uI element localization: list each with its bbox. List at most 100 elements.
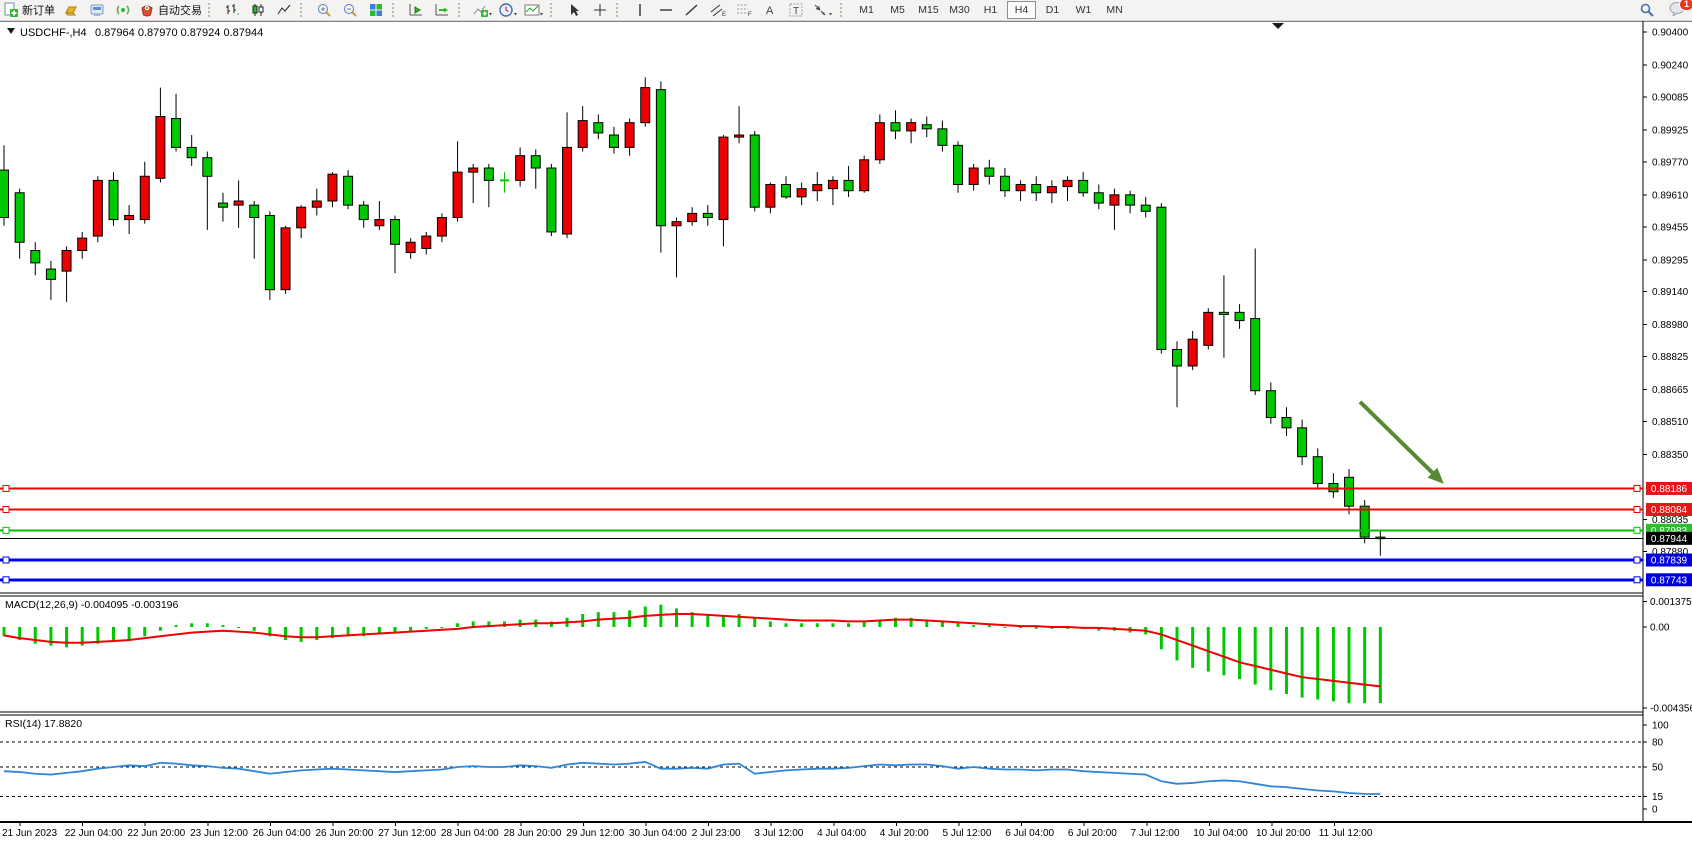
timeframe-m30-button[interactable]: M30	[949, 4, 970, 16]
candle	[1172, 348, 1182, 367]
time-axis-label: 27 Jun 12:00	[378, 828, 436, 839]
macd-tick-label: 0.00	[1650, 623, 1670, 634]
line-handle[interactable]	[2, 556, 10, 564]
candle	[468, 167, 479, 173]
templates-button[interactable]	[522, 1, 546, 19]
candle	[1187, 338, 1198, 367]
timeframe-m1-button[interactable]: M1	[859, 4, 874, 16]
line-handle[interactable]	[2, 576, 10, 584]
indicators-button[interactable]	[470, 1, 494, 19]
price-tick-label: 0.88350	[1652, 450, 1689, 461]
line-handle[interactable]	[2, 484, 10, 492]
bar-chart-button[interactable]	[220, 1, 244, 19]
candle	[61, 250, 72, 272]
zoom-out-button[interactable]	[338, 1, 362, 19]
candle	[1203, 311, 1214, 346]
macd-bar	[1284, 627, 1288, 694]
price-tick-label: 0.89455	[1652, 222, 1689, 233]
down-arrow-annotation[interactable]	[1358, 400, 1434, 475]
macd-bar	[362, 627, 366, 637]
chat-button[interactable]: 1	[1669, 0, 1692, 19]
chart-shift-icon	[435, 4, 448, 16]
candle	[77, 237, 88, 252]
chart-shift-marker[interactable]	[1272, 23, 1284, 29]
macd-bar	[753, 617, 757, 627]
time-axis-label: 22 Jun 20:00	[127, 828, 185, 839]
macd-indicator-label: MACD(12,26,9) -0.004095 -0.003196	[5, 599, 179, 611]
rsi-tick-label: 15	[1652, 792, 1664, 803]
line-handle[interactable]	[1633, 556, 1641, 564]
price-label-chip-text: 0.87743	[1651, 575, 1688, 586]
timeframe-m15-button[interactable]: M15	[918, 4, 939, 16]
macd-bar	[2, 627, 6, 637]
timeframe-h4-button[interactable]: H4	[1007, 1, 1036, 19]
text-label-tool-button[interactable]: T	[784, 1, 808, 19]
line-handle[interactable]	[2, 505, 10, 513]
line-handle[interactable]	[1633, 526, 1641, 534]
periods-button[interactable]	[496, 1, 520, 19]
zoom-in-button[interactable]	[312, 1, 336, 19]
time-axis-label: 21 Jun 2023	[2, 828, 57, 839]
timeframe-h1-button[interactable]: H1	[983, 4, 998, 16]
new-order-button[interactable]: 新订单	[1, 1, 57, 19]
candle	[217, 202, 228, 208]
arrows-tool-button[interactable]	[810, 1, 836, 19]
cursor-tool-button[interactable]	[562, 1, 586, 19]
fibonacci-tool-button[interactable]: F	[732, 1, 756, 19]
macd-bar	[424, 627, 428, 629]
vertical-line-tool-button[interactable]	[628, 1, 652, 19]
line-handle[interactable]	[1633, 505, 1641, 513]
broadcast-button[interactable]	[111, 1, 135, 19]
macd-bar	[346, 627, 350, 637]
macd-bar	[393, 627, 397, 633]
macd-bar	[1175, 627, 1179, 661]
candle	[1140, 204, 1151, 212]
candle	[515, 155, 526, 181]
text-tool-button[interactable]: A	[758, 1, 782, 19]
time-axis-label: 28 Jun 04:00	[441, 828, 499, 839]
line-handle[interactable]	[2, 526, 10, 534]
symbol-dropdown-icon[interactable]	[7, 28, 15, 34]
auto-scroll-button[interactable]	[404, 1, 428, 19]
trendline-tool-button[interactable]	[680, 1, 704, 19]
timeframe-w1-button[interactable]: W1	[1075, 4, 1092, 16]
timeframe-m5-button[interactable]: M5	[890, 4, 905, 16]
candle	[124, 214, 135, 221]
macd-bar	[268, 627, 272, 637]
down-arrow-annotation-head[interactable]	[1427, 467, 1444, 484]
price-tick-label: 0.89770	[1652, 157, 1689, 168]
toolbar-grip	[840, 3, 848, 17]
macd-bar	[205, 623, 209, 627]
time-axis-label: 29 Jun 12:00	[566, 828, 624, 839]
tile-windows-button[interactable]	[364, 1, 388, 19]
crosshair-tool-button[interactable]	[588, 1, 612, 19]
autotrading-button[interactable]: 自动交易	[137, 1, 204, 19]
line-handle[interactable]	[1633, 576, 1641, 584]
price-label-chip-text: 0.88186	[1651, 484, 1688, 495]
candle	[812, 184, 823, 192]
line-chart-button[interactable]	[272, 1, 296, 19]
time-axis-label: 3 Jul 12:00	[754, 828, 803, 839]
horizontal-line-icon	[660, 9, 672, 11]
search-icon[interactable]	[1639, 2, 1655, 18]
time-axis-label: 26 Jun 04:00	[253, 828, 311, 839]
timeframe-mn-button[interactable]: MN	[1106, 4, 1123, 16]
price-tick-label: 0.90085	[1652, 92, 1689, 103]
candle	[1015, 184, 1026, 192]
horizontal-line-tool-button[interactable]	[654, 1, 678, 19]
chart-shift-button[interactable]	[430, 1, 454, 19]
market-button[interactable]	[59, 1, 83, 19]
line-handle[interactable]	[1633, 484, 1641, 492]
terminal-button[interactable]	[85, 1, 109, 19]
candle	[14, 192, 25, 243]
timeframe-d1-button[interactable]: D1	[1045, 4, 1060, 16]
candle	[687, 212, 698, 223]
candlestick-chart-button[interactable]	[246, 1, 270, 19]
chat-badge: 1	[1678, 0, 1692, 11]
channel-tool-button[interactable]: E	[706, 1, 730, 19]
candle	[186, 146, 197, 159]
macd-bar	[784, 623, 788, 627]
macd-signal-line	[3, 612, 1381, 688]
candle	[702, 212, 713, 219]
